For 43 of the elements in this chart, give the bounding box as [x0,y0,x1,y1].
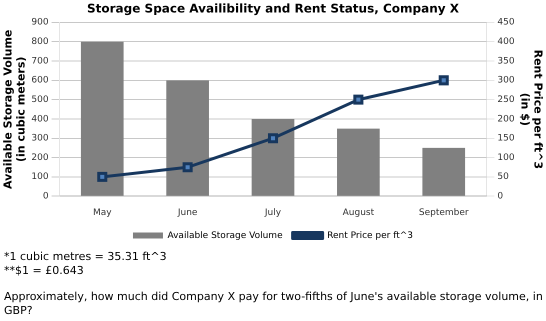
y2-tick-label: 100 [497,152,515,163]
y2-tick-label: 350 [497,56,515,66]
y2-tick-label: 0 [497,192,504,202]
y-tick-label: 800 [31,37,49,48]
point [353,94,364,105]
y-axis-title: Available Storage Volume (in cubic meters) [1,30,28,189]
point [182,162,193,172]
y-tick-label: 200 [31,152,49,163]
text: *1 cubic metres = 35.31 ft^3 [4,250,168,264]
bar [80,42,124,196]
x-tick-label: August [342,208,375,218]
y-tick-label: 700 [31,56,49,66]
y-tick-label: 600 [31,76,49,86]
y2-tick-label: 400 [497,37,515,48]
legend-label: Rent Price per ft^3 [327,230,414,241]
y2-tick-label: 450 [497,18,515,28]
bar [252,118,294,196]
y-tick-label: 300 [31,134,49,144]
x-tick-label: July [264,208,282,218]
y2-tick-label: 250 [497,94,515,105]
y-tick-label: 400 [31,114,49,124]
text: **$1 = £0.643 [4,264,85,278]
bar [166,80,209,196]
y2-tick-label: 150 [497,134,515,144]
x-tick-label: May [92,208,112,218]
legend-label: Available Storage Volume [167,230,284,241]
point [438,75,449,86]
bar [337,128,380,196]
point [97,172,108,182]
x-tick-label: June [176,208,198,218]
x-tick-label: September [418,208,469,218]
y2-tick-label: 300 [497,76,515,86]
chart-title: Storage Space Availibility and Rent Status, Company X [86,1,460,16]
y2-tick-label: 200 [497,114,515,124]
point [268,133,278,144]
y2-axis-title: Rent Price per ft^3 (in $) [518,50,545,170]
y-tick-label: 100 [31,172,49,182]
bar [422,148,466,196]
text: Approximately, how much did Company X pay for two-fifths of June's available storage volume, in GBP? [4,290,544,318]
y2-tick-label: 50 [497,172,510,182]
y-tick-label: 900 [31,18,49,28]
y-tick-label: 0 [42,192,49,202]
y-tick-label: 500 [31,94,49,105]
